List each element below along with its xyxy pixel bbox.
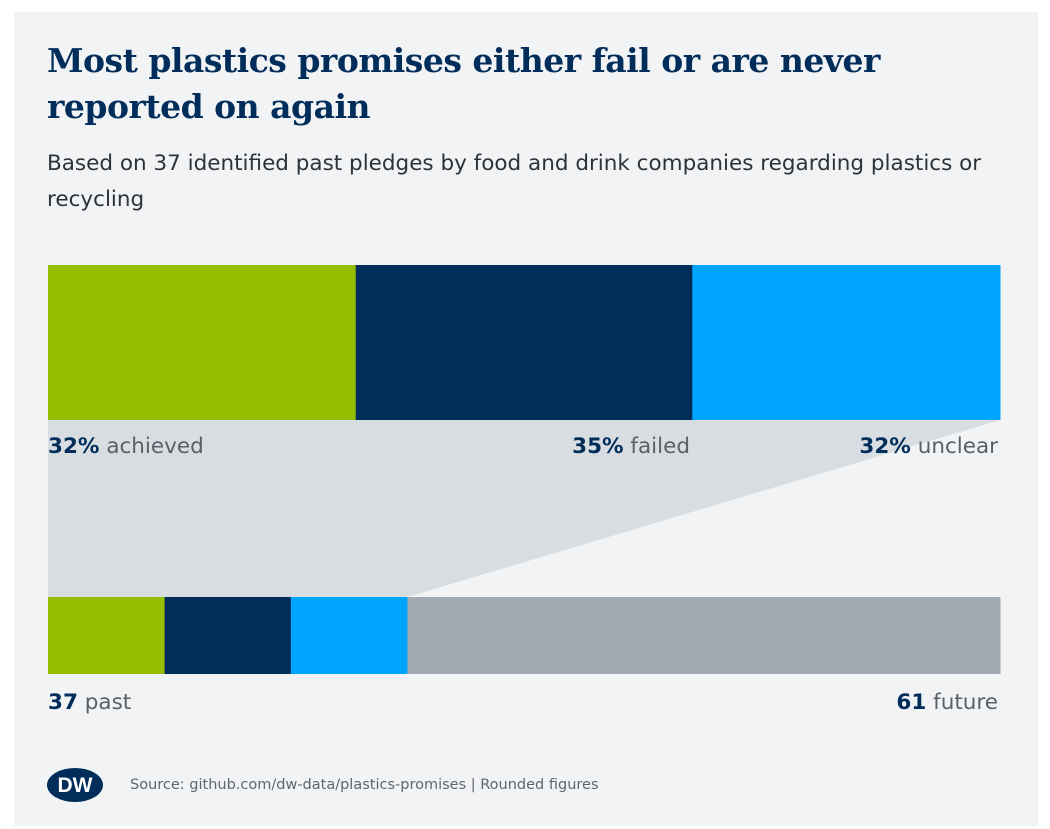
dw-logo: DW [47,768,103,802]
label-future: 61 future [896,690,998,716]
bar-bottom-past-unclear [290,597,408,674]
label-achieved: 32% achieved [48,434,204,460]
label-achieved-pct: 32% [48,434,100,459]
bar-top-achieved [48,265,357,420]
label-failed-text: failed [630,434,690,459]
dw-logo-badge [47,768,103,802]
label-unclear: 32% unclear [859,434,998,460]
label-past-text: past [84,690,132,715]
label-failed: 35% failed [572,434,690,460]
label-unclear-text: unclear [917,434,998,459]
bar-bottom-future [407,597,1001,674]
bar-bottom-past-achieved [48,597,166,674]
connector-wedge [48,420,1000,597]
label-unclear-pct: 32% [859,434,911,459]
label-past-count: 37 [48,690,78,715]
chart-title: Most plastics promises either fail or ar… [47,41,880,126]
label-past: 37 past [48,690,131,716]
label-failed-pct: 35% [572,434,624,459]
chart-subtitle: Based on 37 identified past pledges by f… [47,151,982,212]
label-future-count: 61 [896,690,927,715]
label-achieved-text: achieved [106,434,204,459]
label-future-text: future [933,690,998,715]
dw-logo-text: DW [58,774,93,797]
source-note: Source: github.com/dw-data/plastics-prom… [130,777,599,793]
bar-bottom-past-failed [164,597,292,674]
bar-top-unclear [692,265,1001,420]
bar-top-failed [355,265,693,420]
